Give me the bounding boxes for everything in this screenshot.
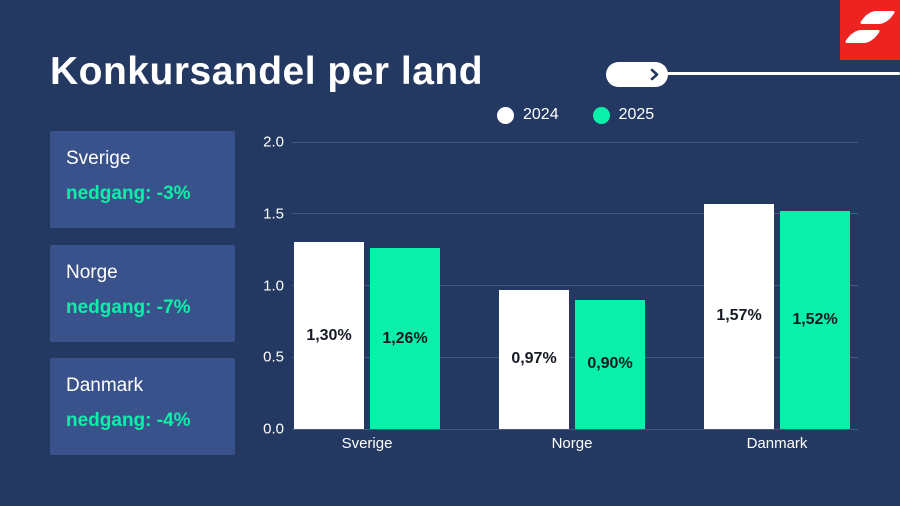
bar-2024-sverige: 1,30% [294,242,364,429]
card-country-label: Sverige [66,148,131,169]
bar-2025-sverige: 1,26% [370,248,440,429]
y-tick-label: 0.0 [263,420,284,438]
bar-group-norge: 0,97% 0,90% [499,142,645,429]
gridline [292,141,858,143]
card-change-label: nedgang: -3% [66,183,191,204]
x-axis-label: Danmark [746,435,808,452]
bar-value-label: 1,57% [716,307,762,325]
bar-value-label: 1,26% [382,329,428,347]
divider-line [660,72,900,75]
card-change-label: nedgang: -7% [66,297,191,318]
x-axis-label: Norge [551,435,593,452]
bar-2025-danmark: 1,52% [780,210,850,429]
legend-item-2024: 2024 [497,106,559,124]
bar-2024-danmark: 1,57% [704,203,774,429]
summary-card-norge: Norge nedgang: -7% [50,245,235,342]
legend-dot-2024-icon [497,106,514,124]
x-axis-label: Sverige [341,435,393,452]
next-slide-button[interactable] [606,62,668,87]
gridline [292,428,858,430]
logo-leaf-icon [858,11,897,24]
legend-dot-2025-icon [592,106,610,124]
chevron-right-icon [650,68,659,81]
chart-legend: 2024 2025 [497,106,654,124]
page-title: Konkursandel per land [50,50,484,93]
bar-value-label: 1,52% [792,310,838,328]
y-tick-label: 2.0 [263,133,284,151]
bar-value-label: 1,30% [306,326,352,344]
bar-value-label: 0,90% [587,355,633,373]
plot-area: 1,30% 1,26% 0,97% 0,90% 1,57% 1,52% [292,141,858,430]
gridline [292,285,858,286]
y-tick-label: 0.5 [263,348,284,366]
legend-item-2025: 2025 [592,106,655,124]
bar-2025-norge: 0,90% [575,299,645,429]
logo-leaf-icon [843,30,882,43]
bar-2024-norge: 0,97% [499,289,569,429]
y-tick-label: 1.5 [263,205,284,223]
legend-label-2025: 2025 [618,106,655,123]
bar-value-label: 0,97% [511,350,557,368]
y-tick-label: 1.0 [263,277,284,294]
bar-group-sverige: 1,30% 1,26% [294,142,440,429]
bar-group-danmark: 1,57% 1,52% [704,142,850,429]
gridline [292,213,858,215]
logo [840,0,900,60]
summary-card-danmark: Danmark nedgang: -4% [50,358,235,455]
card-change-label: nedgang: -4% [66,410,191,431]
summary-card-sverige: Sverige nedgang: -3% [50,131,235,228]
card-country-label: Norge [66,262,118,283]
card-country-label: Danmark [66,375,144,396]
legend-label-2024: 2024 [523,106,559,123]
